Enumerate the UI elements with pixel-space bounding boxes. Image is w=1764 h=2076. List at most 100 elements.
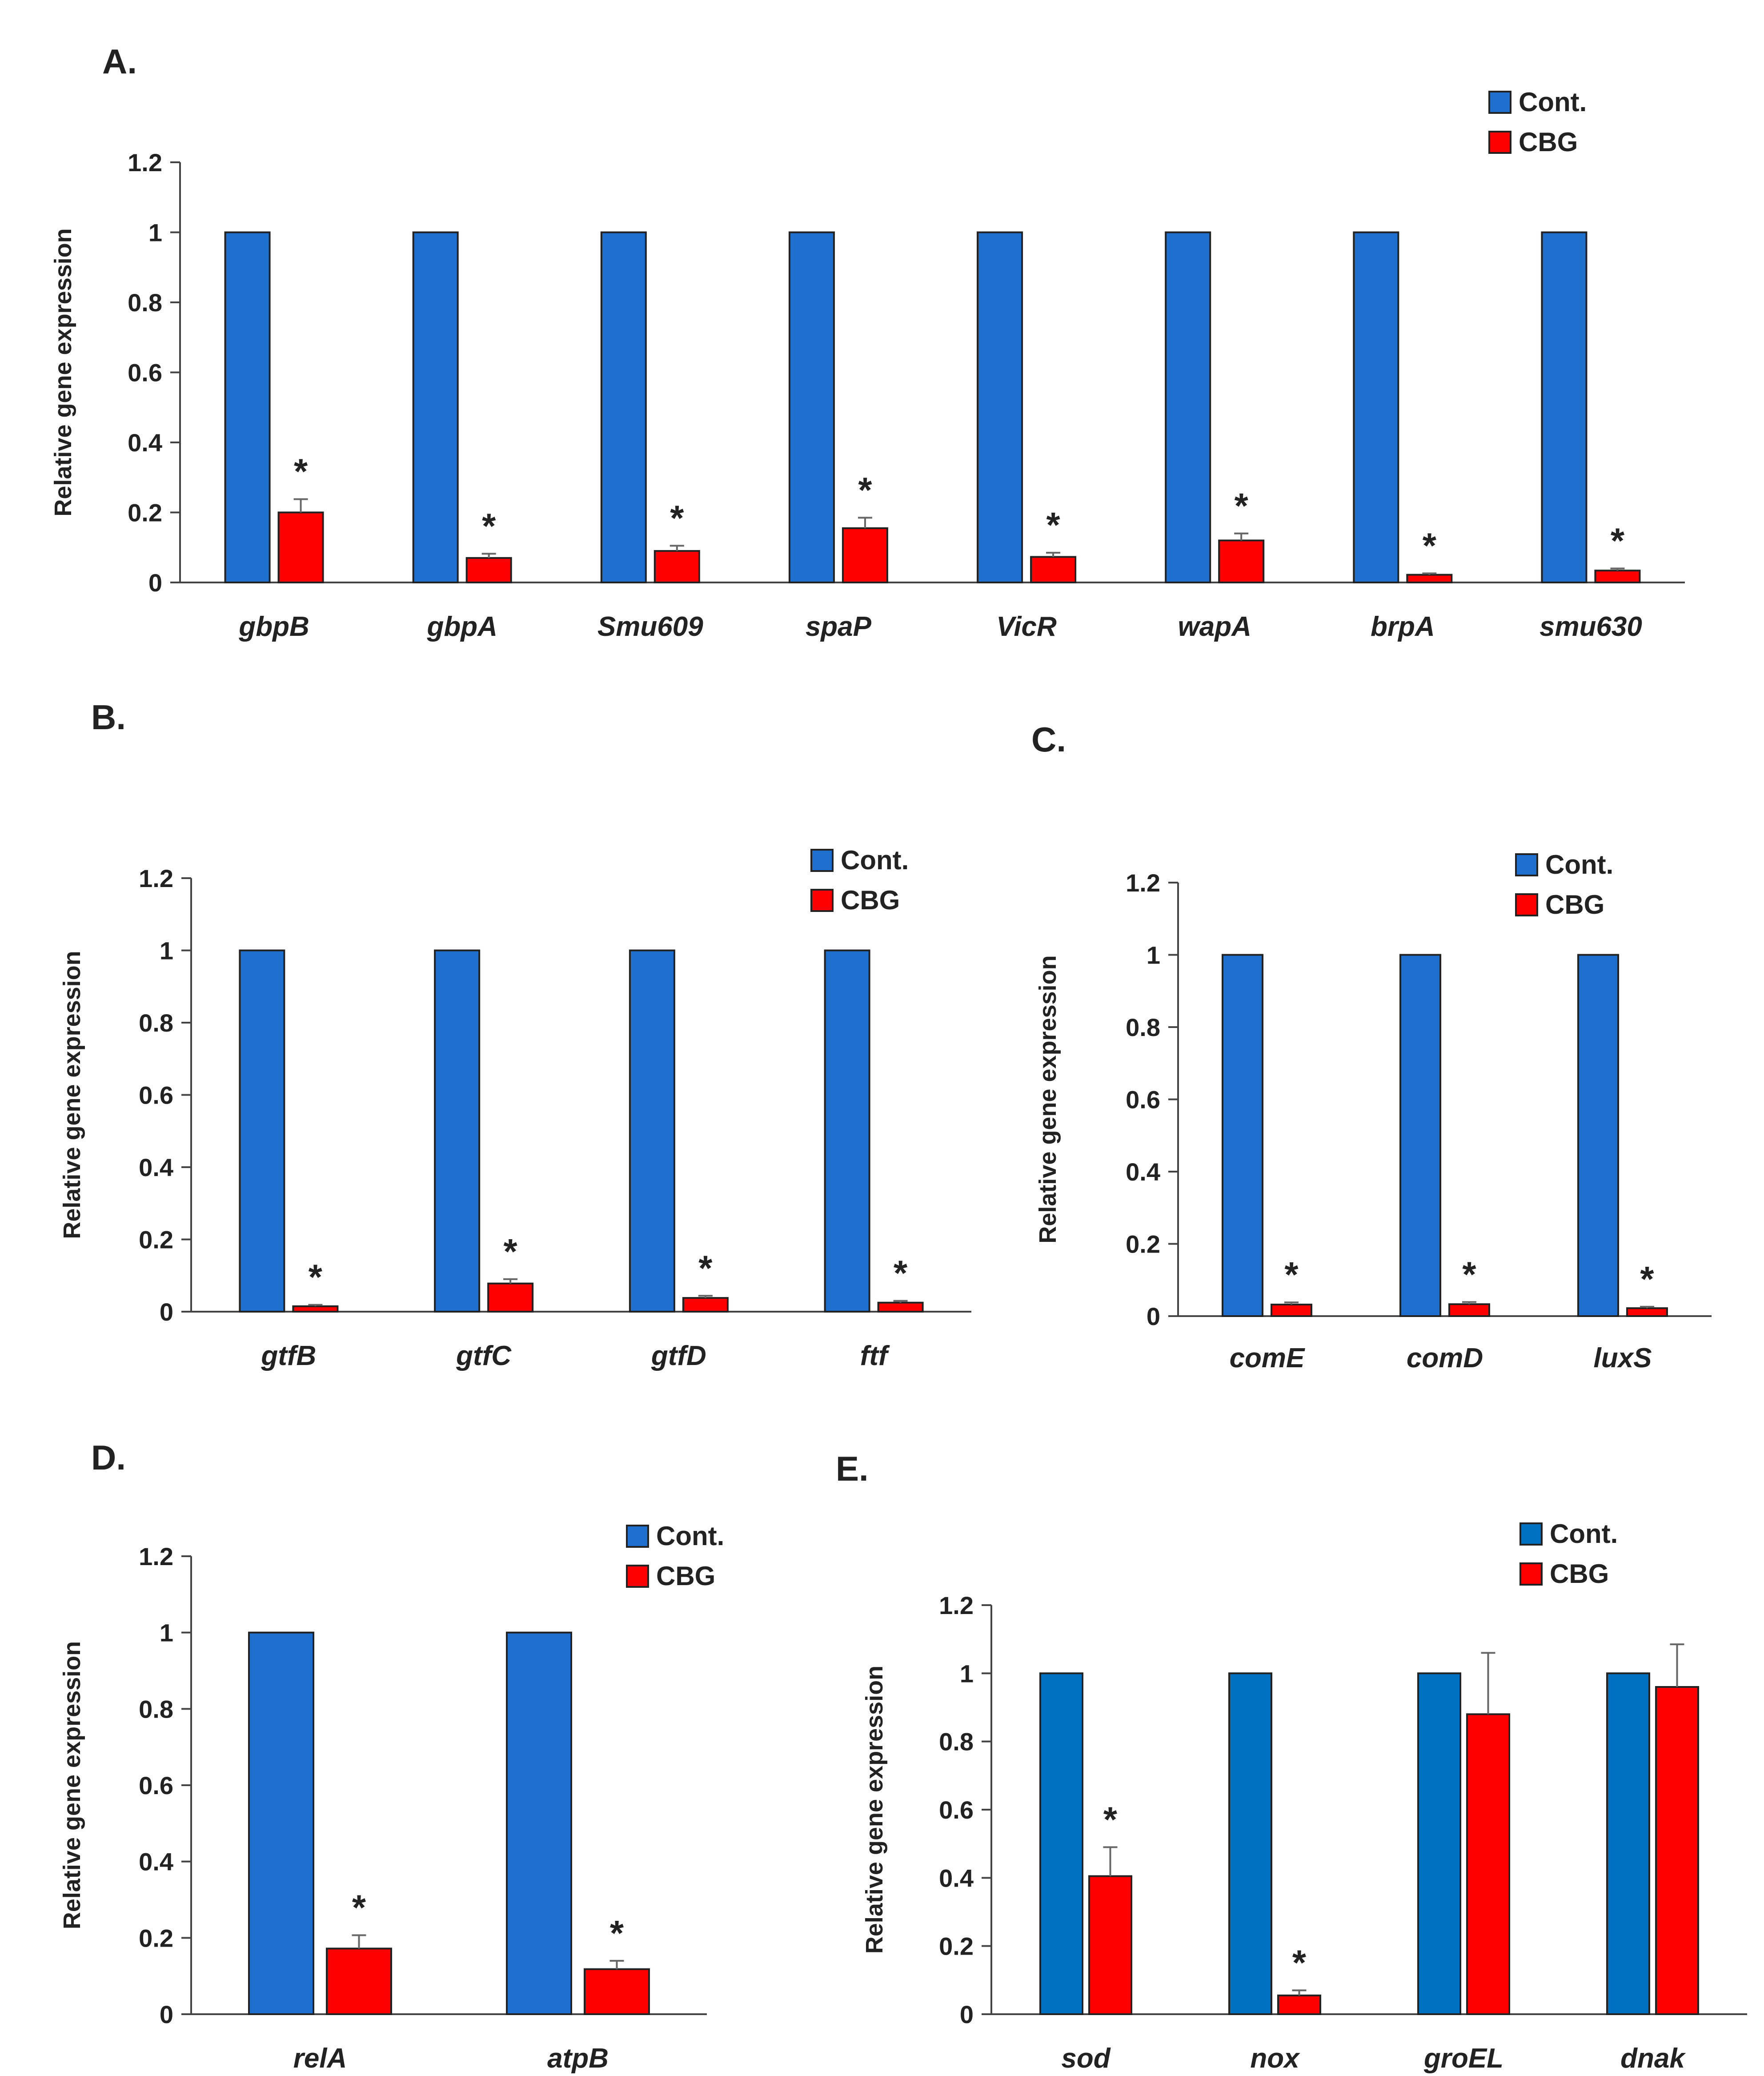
bar-cont-gtfD (629, 949, 675, 1313)
x-tick-label-relA: relA (293, 2043, 347, 2074)
y-tick-label: 1 (160, 937, 173, 965)
x-tick-label-VicR: VicR (996, 611, 1057, 642)
bar-cont-atpB (506, 1631, 572, 2016)
bar-cbg-relA (326, 1948, 392, 2016)
y-tick-label: 0.4 (139, 1848, 173, 1876)
legend-swatch-cont (1515, 853, 1538, 876)
legend-label-cbg: CBG (1550, 1559, 1609, 1589)
significance-marker: * (1462, 1254, 1476, 1294)
bar-cont-wapA (1165, 231, 1211, 583)
bar-cont-gtfB (239, 949, 285, 1313)
y-axis-title: Relative gene expression (50, 228, 76, 516)
significance-marker: * (504, 1232, 518, 1271)
y-tick-label: 1 (160, 1619, 173, 1647)
y-tick-label: 1 (1147, 941, 1160, 969)
significance-marker: * (1103, 1799, 1118, 1839)
y-tick-label: 0.4 (939, 1864, 974, 1892)
x-tick-label-gbpA: gbpA (426, 611, 497, 642)
y-tick-label: 0 (960, 2000, 974, 2028)
bar-cbg-sod (1088, 1875, 1132, 2015)
panel-label: C. (1031, 720, 1066, 759)
bar-cbg-comE (1271, 1304, 1312, 1317)
significance-marker: * (1046, 505, 1060, 545)
bar-cont-brpA (1353, 231, 1399, 583)
bar-cont-gtfC (434, 949, 481, 1313)
chart-panel-a: A. 0 0.2 0.4 0.6 0.8 1 1.2 Relative gene express… (50, 42, 1685, 642)
bar-cont-relA (248, 1631, 314, 2016)
legend-swatch-cont (810, 849, 834, 872)
x-tick-label-Smu609: Smu609 (597, 611, 703, 642)
bar-cbg-luxS (1626, 1307, 1668, 1317)
significance-marker: * (1284, 1255, 1299, 1294)
x-tick-label-spaP: spaP (806, 611, 872, 642)
legend-swatch-cbg (1519, 1562, 1543, 1586)
y-axis-title: Relative gene expression (861, 1666, 888, 1954)
significance-marker: * (1235, 486, 1249, 526)
legend-swatch-cbg (1515, 893, 1538, 916)
y-tick-label: 0.6 (128, 359, 162, 387)
significance-marker: * (894, 1253, 908, 1293)
legend-swatch-cont (1488, 91, 1511, 114)
significance-marker: * (294, 452, 308, 491)
legend-label-cbg: CBG (1519, 127, 1578, 157)
bar-cbg-Smu609 (653, 550, 700, 583)
y-axis-title: Relative gene expression (1034, 955, 1061, 1243)
legend-label-cbg: CBG (656, 1561, 715, 1591)
legend-swatch-cbg (626, 1565, 649, 1588)
significance-marker: * (670, 498, 684, 538)
y-tick-label: 1.2 (1126, 869, 1160, 897)
bar-cont-comE (1222, 954, 1263, 1317)
bar-cont-nox (1228, 1672, 1272, 2015)
bar-cbg-VicR (1030, 556, 1077, 583)
bar-cbg-spaP (842, 527, 888, 583)
x-tick-label-comE: comE (1230, 1343, 1305, 1373)
y-axis-title: Relative gene expression (59, 951, 85, 1239)
bar-cbg-comD (1448, 1303, 1490, 1317)
significance-marker: * (1611, 521, 1625, 561)
bar-cbg-wapA (1218, 539, 1265, 583)
panel-label: A. (102, 42, 137, 81)
significance-marker: * (309, 1257, 323, 1297)
significance-marker: * (1640, 1259, 1654, 1299)
bar-cbg-nox (1277, 1994, 1321, 2016)
x-tick-label-sod: sod (1061, 2043, 1111, 2074)
y-tick-label: 0.2 (139, 1226, 173, 1254)
bar-cbg-atpB (584, 1968, 650, 2016)
y-tick-label: 0.6 (139, 1081, 173, 1109)
x-tick-label-smu630: smu630 (1539, 611, 1642, 642)
y-tick-label: 0.2 (139, 1924, 173, 1952)
chart-panel-e: E. 0 0.2 0.4 0.6 0.8 1 1.2 Relative gene express… (836, 1449, 1747, 2074)
y-tick-label: 0 (160, 2000, 173, 2028)
y-tick-label: 0.6 (1126, 1086, 1160, 1114)
y-tick-label: 0 (160, 1298, 173, 1326)
x-tick-label-luxS: luxS (1594, 1343, 1652, 1373)
bar-cbg-ftf (877, 1301, 924, 1313)
y-tick-label: 0.8 (139, 1009, 173, 1037)
bar-cbg-brpA (1406, 574, 1453, 584)
y-tick-label: 0.8 (128, 289, 162, 317)
y-tick-label: 0.4 (139, 1153, 173, 1181)
chart-panel-d: D. 0 0.2 0.4 0.6 0.8 1 1.2 Relative gene express… (59, 1438, 724, 2074)
x-tick-label-dnak: dnak (1620, 2043, 1686, 2074)
bar-cont-luxS (1577, 954, 1619, 1317)
y-tick-label: 1.2 (139, 864, 173, 892)
legend-label-cont: Cont. (841, 845, 909, 875)
significance-marker: * (1292, 1943, 1307, 1982)
legend-swatch-cbg (810, 889, 834, 912)
y-tick-label: 1 (148, 219, 162, 247)
x-tick-label-ftf: ftf (860, 1341, 890, 1371)
y-tick-label: 0.2 (128, 499, 162, 527)
y-tick-label: 0.8 (139, 1695, 173, 1723)
y-tick-label: 0.8 (1126, 1013, 1160, 1041)
y-tick-label: 1.2 (128, 149, 162, 177)
bar-cont-spaP (788, 231, 835, 583)
bar-cont-comD (1399, 954, 1441, 1317)
panel-label: E. (836, 1449, 869, 1488)
x-tick-label-comD: comD (1407, 1343, 1483, 1373)
x-tick-label-gbpB: gbpB (238, 611, 309, 642)
legend-swatch-cont (626, 1525, 649, 1548)
bar-cont-dnak (1606, 1672, 1650, 2015)
x-tick-label-gtfC: gtfC (456, 1341, 512, 1371)
legend-swatch-cont (1519, 1522, 1543, 1546)
